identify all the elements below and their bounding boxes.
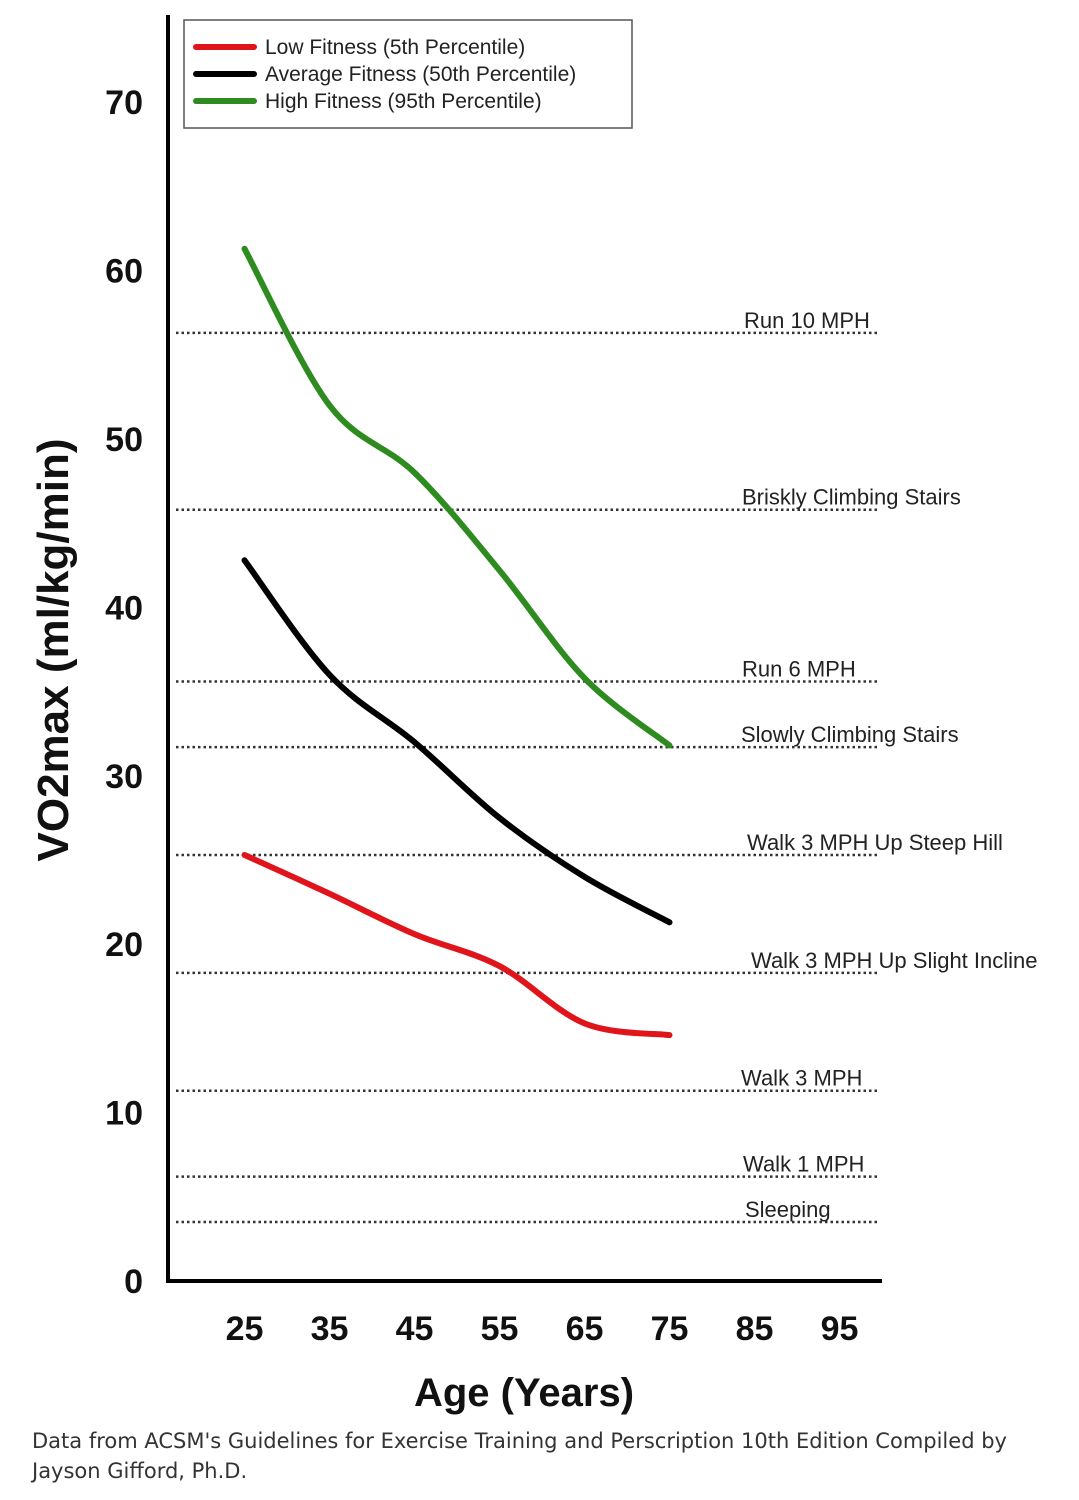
x-tick-label: 95 [821, 1310, 859, 1348]
reference-lines: Run 10 MPH Briskly Climbing Stairs Run 6 M… [176, 308, 1038, 1224]
legend-label: High Fitness (95th Percentile) [265, 90, 542, 113]
y-tick-label: 30 [105, 758, 143, 796]
reference-line-label: Walk 1 MPH [743, 1152, 864, 1177]
y-tick-label: 60 [105, 253, 143, 291]
y-tick-label: 10 [105, 1095, 143, 1133]
vo2max-chart: Run 10 MPH Briskly Climbing Stairs Run 6 M… [29, 15, 1038, 1415]
series-lines [241, 245, 673, 1039]
high-fitness-line [241, 245, 673, 749]
x-tick-label: 25 [226, 1310, 264, 1348]
x-tick-label: 75 [651, 1310, 689, 1348]
legend: Low Fitness (5th Percentile) Average Fitn… [183, 19, 633, 129]
y-tick-label: 70 [105, 84, 143, 122]
reference-line-label: Briskly Climbing Stairs [742, 485, 961, 510]
x-tick-label: 45 [396, 1310, 434, 1348]
low-fitness-line [241, 851, 673, 1039]
y-tick-labels: 0 10 20 30 40 50 60 70 [105, 84, 143, 1301]
reference-line-label: Walk 3 MPH [741, 1066, 862, 1091]
legend-box [183, 19, 633, 129]
x-tick-label: 35 [311, 1310, 349, 1348]
axes [166, 15, 882, 1283]
reference-line-label: Slowly Climbing Stairs [741, 722, 959, 747]
y-tick-label: 50 [105, 421, 143, 459]
reference-line-label: Walk 3 MPH Up Steep Hill [747, 830, 1003, 855]
x-tick-labels: 25 35 45 55 65 75 85 95 [226, 1310, 859, 1348]
reference-line-label: Sleeping [745, 1197, 831, 1222]
legend-label: Average Fitness (50th Percentile) [265, 63, 576, 86]
x-tick-label: 65 [566, 1310, 604, 1348]
reference-line-label: Walk 3 MPH Up Slight Incline [751, 948, 1038, 973]
reference-line-label: Run 6 MPH [742, 656, 856, 681]
legend-label: Low Fitness (5th Percentile) [265, 36, 525, 59]
x-tick-label: 55 [481, 1310, 519, 1348]
reference-line-label: Run 10 MPH [744, 308, 870, 333]
x-axis-title: Age (Years) [414, 1371, 634, 1415]
y-axis-title: VO2max (ml/kg/min) [29, 438, 78, 861]
y-tick-label: 40 [105, 589, 143, 627]
source-caption: Data from ACSM's Guidelines for Exercise… [32, 1429, 1007, 1483]
x-tick-label: 85 [736, 1310, 774, 1348]
average-fitness-line [241, 557, 673, 926]
y-tick-label: 20 [105, 926, 143, 964]
y-tick-label: 0 [124, 1263, 143, 1301]
